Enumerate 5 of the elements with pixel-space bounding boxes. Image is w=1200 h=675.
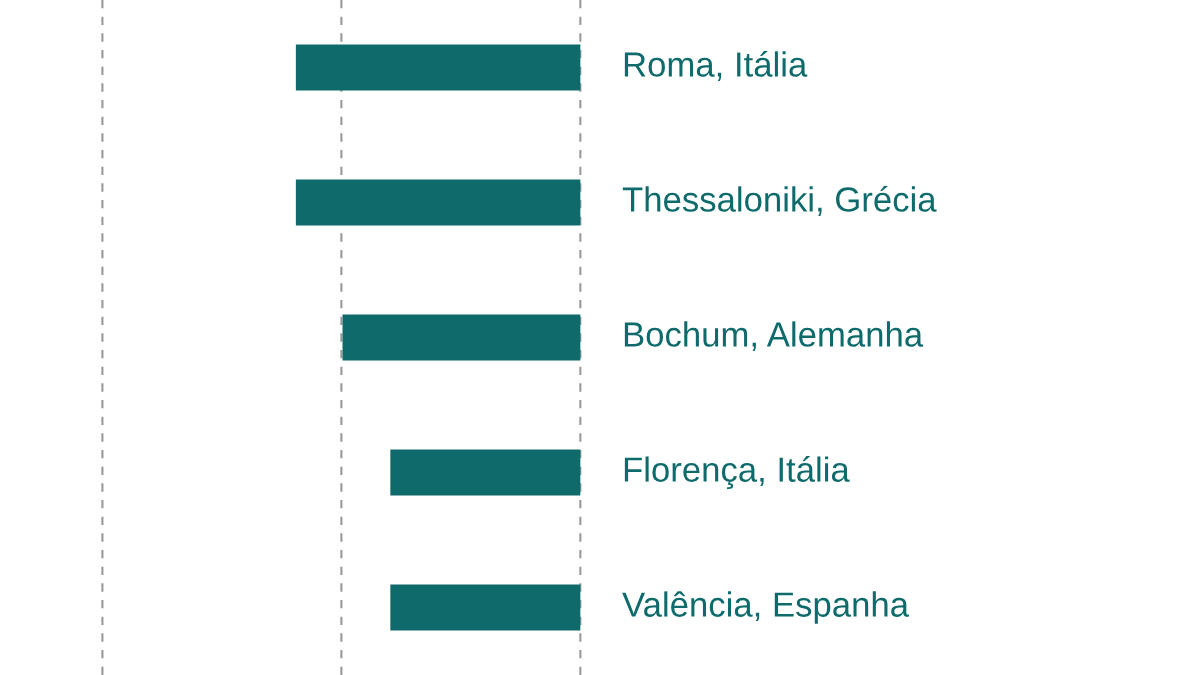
y-tick-label: Valência, Espanha — [622, 591, 910, 624]
y-tick-label: Roma, Itália — [624, 50, 808, 81]
y-tick-label: Bochum, Alemanha — [624, 321, 924, 351]
y-tick-label: Florença, Itália — [624, 456, 850, 489]
y-tick-label: Thessaloniki, Grécia — [622, 185, 937, 216]
